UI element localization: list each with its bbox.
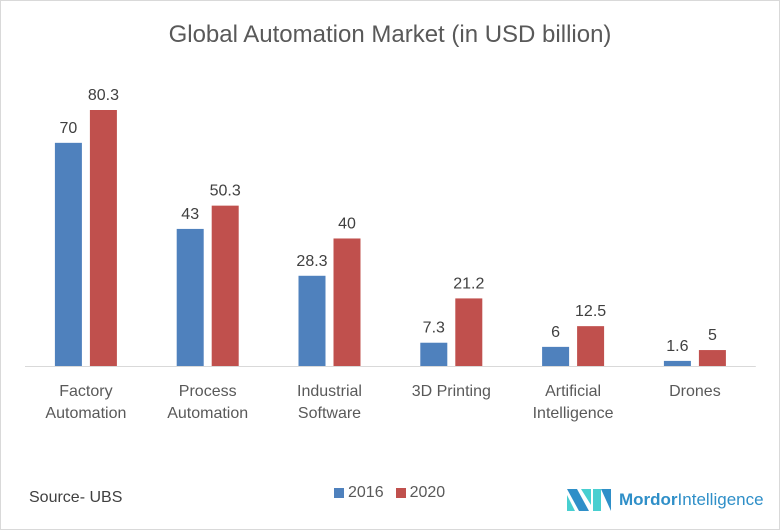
category-label: Software [298, 405, 361, 422]
data-label-2016: 70 [60, 120, 78, 137]
legend-item-2016: 2016 [334, 484, 384, 502]
category-label: Industrial [297, 383, 362, 400]
bar-2020 [333, 238, 361, 366]
data-label-2020: 21.2 [453, 275, 484, 292]
data-label-2016: 7.3 [423, 320, 445, 337]
data-label-2016: 6 [551, 324, 560, 341]
category-label: Drones [669, 383, 721, 400]
legend-label: 2020 [409, 484, 446, 501]
category-label: Process [179, 383, 237, 400]
bar-2016 [54, 142, 82, 366]
bar-2016 [663, 360, 691, 366]
logo-mark-icon [567, 489, 611, 511]
bar-2020 [455, 298, 483, 366]
category-label: Artificial [545, 383, 601, 400]
bar-2016 [420, 342, 448, 366]
data-label-2020: 40 [338, 215, 356, 232]
category-label: Factory [59, 383, 112, 400]
legend-swatch-2020 [395, 488, 406, 498]
logo-text-bold: Mordor [619, 490, 678, 509]
legend-item-2020: 2020 [395, 484, 446, 502]
category-label: Automation [45, 405, 126, 422]
bar-2016 [542, 346, 570, 366]
data-label-2020: 12.5 [575, 303, 606, 320]
legend-label: 2016 [348, 484, 384, 501]
legend: 2016 2020 [334, 484, 445, 502]
data-label-2020: 80.3 [88, 87, 119, 104]
data-label-2016: 1.6 [666, 338, 688, 355]
data-label-2016: 28.3 [296, 253, 327, 270]
bar-chart: 70 80.3 Factory Automation 43 50.3 Process Auto… [25, 87, 756, 422]
category-label: 3D Printing [412, 383, 491, 400]
category-label: Intelligence [533, 405, 614, 422]
chart-title: Global Automation Market (in USD billion… [168, 21, 612, 48]
category-label: Automation [167, 405, 248, 422]
legend-swatch-2016 [334, 488, 344, 498]
source-note: Source- UBS [29, 489, 123, 506]
bar-2020 [698, 350, 726, 366]
data-label-2020: 50.3 [210, 183, 241, 200]
data-label-2020: 5 [708, 327, 717, 344]
data-label-2016: 43 [181, 206, 199, 223]
bar-2016 [176, 228, 204, 366]
bar-2020 [211, 205, 239, 366]
logo-text: Intelligence [677, 490, 764, 509]
bar-2020 [89, 110, 117, 366]
bar-2016 [298, 275, 326, 366]
mordor-logo: MordorIntelligence [567, 489, 764, 511]
bar-2020 [577, 326, 605, 366]
